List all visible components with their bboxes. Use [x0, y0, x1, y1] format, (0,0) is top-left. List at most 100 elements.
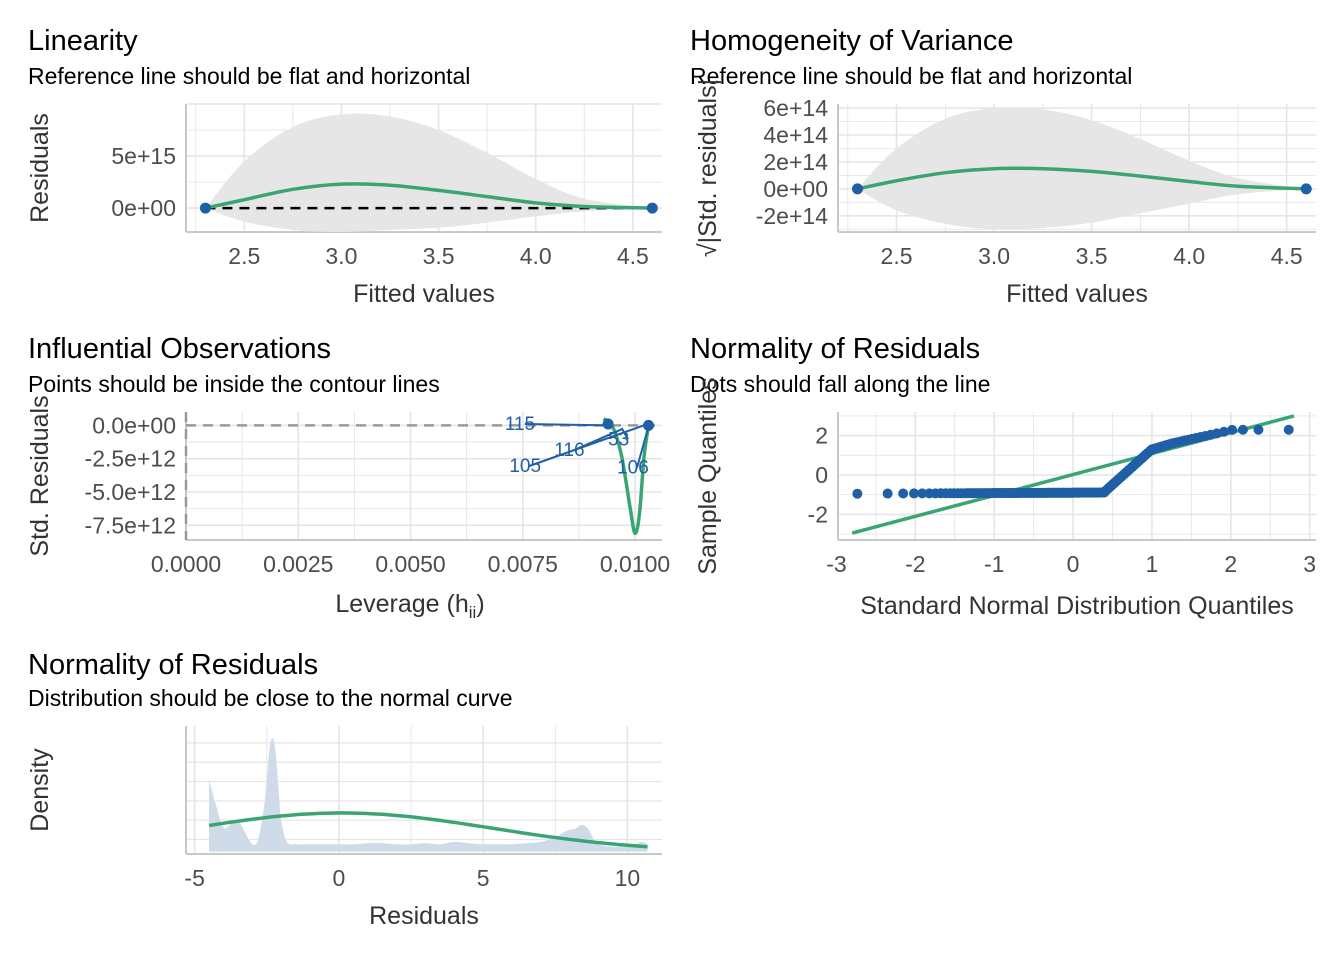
y-tick-label: 5e+15	[111, 143, 176, 169]
x-tick-label: 0	[1067, 551, 1080, 577]
y-tick-label: 0	[815, 462, 828, 488]
data-point	[199, 202, 211, 214]
qq-point	[1237, 424, 1248, 435]
qq-point	[909, 488, 920, 499]
x-tick-label: 3.5	[1076, 243, 1108, 269]
x-tick-label: 0.0000	[151, 551, 221, 577]
panel-title: Normality of Residuals	[690, 333, 980, 365]
y-tick-label: -2.5e+12	[85, 446, 176, 472]
y-tick-label: 2	[815, 423, 828, 449]
point-label: 53	[608, 429, 629, 450]
y-tick-label: 0e+00	[111, 195, 176, 221]
y-tick-label: 6e+14	[763, 95, 828, 121]
label-leader	[636, 426, 650, 468]
qq-point	[1218, 426, 1229, 437]
panel-title: Homogeneity of Variance	[690, 25, 1013, 57]
x-tick-label: 2	[1224, 551, 1237, 577]
y-axis-label: Density	[26, 748, 54, 832]
x-axis-label: Standard Normal Distribution Quantiles	[860, 592, 1294, 620]
panel-density: -5 0 5 10 Normality of Residuals Distribution…	[26, 649, 662, 930]
y-tick-label: -5.0e+12	[85, 479, 176, 505]
y-tick-label: 4e+14	[763, 122, 828, 148]
x-tick-label: 3.0	[978, 243, 1010, 269]
point-label: 116	[554, 440, 584, 461]
confidence-band	[857, 107, 1307, 230]
y-axis-label: √|Std. residuals|	[694, 79, 722, 257]
qq-point	[1283, 424, 1294, 435]
confidence-band	[205, 113, 653, 232]
x-tick-label: -3	[826, 551, 846, 577]
density-area	[209, 738, 648, 852]
fit-line	[602, 417, 651, 536]
qq-points	[852, 424, 1294, 499]
x-axis-label: Leverage (hii)	[335, 590, 484, 622]
data-point	[646, 202, 658, 214]
fit-line	[205, 182, 653, 210]
x-tick-label: 0.0075	[488, 551, 558, 577]
panel-title: Influential Observations	[28, 333, 331, 365]
panel-title: Linearity	[28, 25, 138, 57]
label-leader	[524, 423, 609, 427]
panel-subtitle: Reference line should be flat and horizo…	[28, 63, 470, 89]
data-point	[1300, 183, 1312, 195]
panel-linearity: 2.5 3.0 3.5 4.0 4.5 0e+00 5e+15 Linearity Refere…	[26, 25, 662, 308]
y-axis-label: Sample Quantiles	[694, 377, 722, 574]
x-tick-label: 4.0	[520, 243, 552, 269]
y-tick-label: -2e+14	[756, 203, 828, 229]
x-axis-label-tail: )	[476, 590, 484, 618]
data-point	[602, 418, 614, 430]
x-axis-label: Fitted values	[1006, 280, 1148, 308]
y-tick-label: 0.0e+00	[92, 412, 176, 438]
x-tick-label: 0	[332, 865, 345, 891]
x-axis-label-subscript: ii	[469, 603, 477, 622]
point-label: 115	[505, 414, 535, 435]
data-point	[852, 183, 864, 195]
qq-point	[917, 488, 928, 499]
x-tick-label: 0.0050	[375, 551, 445, 577]
x-tick-label: 4.0	[1173, 243, 1205, 269]
qq-point	[1227, 424, 1238, 435]
x-tick-label: 10	[615, 865, 641, 891]
x-tick-label: 4.5	[1271, 243, 1303, 269]
x-tick-label: 0.0100	[600, 551, 670, 577]
x-tick-label: 2.5	[228, 243, 260, 269]
x-axis-label: Residuals	[369, 902, 479, 930]
x-tick-label: 3.5	[423, 243, 455, 269]
x-tick-label: 2.5	[881, 243, 913, 269]
y-axis-label: Std. Residuals	[26, 395, 54, 556]
x-tick-label: -1	[984, 551, 1004, 577]
x-tick-label: 3	[1303, 551, 1316, 577]
grid-lines	[185, 412, 662, 540]
qq-point	[1253, 424, 1264, 435]
x-tick-label: 4.5	[617, 243, 649, 269]
y-tick-label: -2	[808, 501, 828, 527]
y-axis-label: Residuals	[26, 113, 54, 223]
panel-subtitle: Reference line should be flat and horizo…	[690, 63, 1132, 89]
normal-curve	[208, 811, 648, 849]
panel-homogeneity: 2.5 3.0 3.5 4.0 4.5 -2e+140e+002e+144e+146e+1…	[690, 25, 1316, 308]
x-axis-label: Fitted values	[353, 280, 495, 308]
y-tick-label: 2e+14	[763, 149, 828, 175]
label-leader	[573, 428, 622, 451]
x-tick-label: 1	[1146, 551, 1159, 577]
x-tick-label: 0.0025	[263, 551, 333, 577]
qq-point	[898, 488, 909, 499]
data-point	[643, 419, 655, 431]
y-tick-label: 0e+00	[763, 176, 828, 202]
x-tick-label: -5	[184, 865, 204, 891]
panel-qq: -3 -2 -1 0 1 2 3 -2 0 2 Normality of Residuals Dots…	[690, 333, 1316, 620]
panel-title: Normality of Residuals	[28, 649, 318, 681]
y-tick-label: -7.5e+12	[85, 512, 176, 538]
panel-subtitle: Points should be inside the contour line…	[28, 371, 440, 397]
panel-subtitle: Distribution should be close to the norm…	[28, 685, 513, 711]
x-tick-label: 3.0	[325, 243, 357, 269]
x-tick-label: -2	[905, 551, 925, 577]
label-leader	[620, 427, 629, 440]
qq-point	[882, 488, 893, 499]
panel-influential: 115 105 116 53 106 0.0000 0.0025 0.0050 0.0075 0.…	[26, 333, 670, 622]
qq-point	[852, 488, 863, 499]
fit-line	[857, 166, 1307, 191]
point-label: 106	[617, 457, 649, 478]
point-label: 105	[509, 456, 541, 477]
